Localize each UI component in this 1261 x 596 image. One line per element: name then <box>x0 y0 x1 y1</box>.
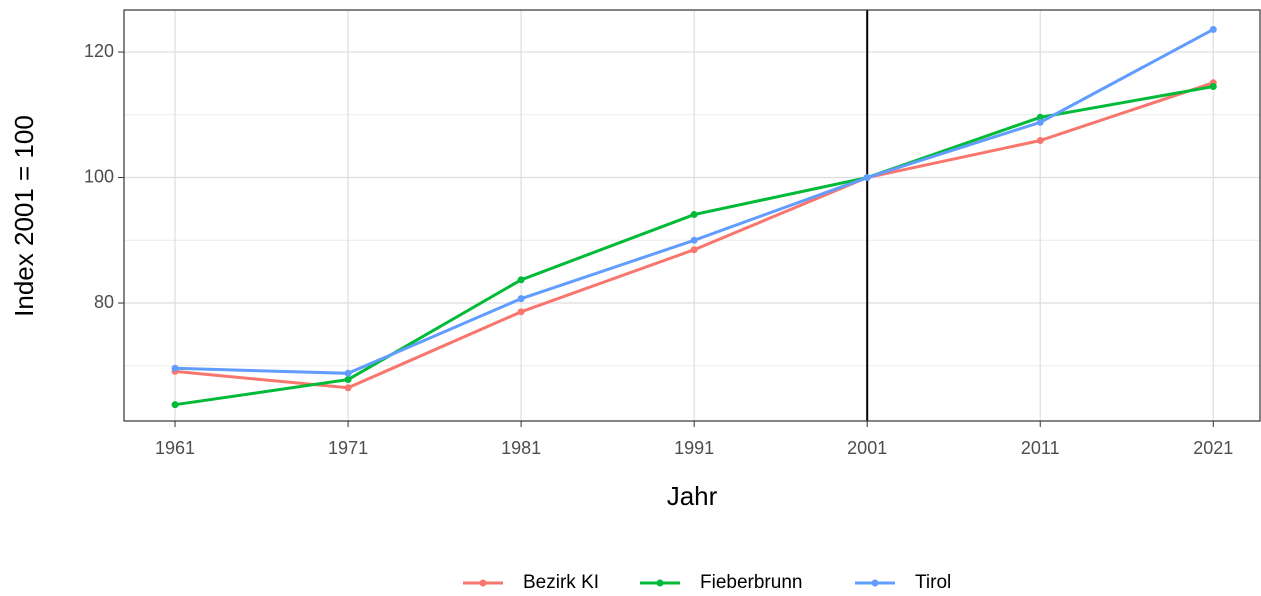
y-tick-label: 80 <box>94 292 114 312</box>
x-tick-label: 2021 <box>1193 438 1233 458</box>
x-tick-label: 2001 <box>847 438 887 458</box>
data-point <box>517 295 525 303</box>
data-point <box>517 276 525 284</box>
data-point <box>1036 113 1044 121</box>
data-point <box>344 384 352 392</box>
legend-label: Fieberbrunn <box>700 572 802 593</box>
legend-point <box>479 579 487 587</box>
data-point <box>690 236 698 244</box>
data-point <box>517 308 525 316</box>
x-axis-title: Jahr <box>667 481 718 511</box>
legend-label: Tirol <box>915 572 951 593</box>
data-point <box>344 376 352 384</box>
data-point <box>863 174 871 182</box>
legend-point <box>656 579 664 587</box>
x-tick-label: 1961 <box>155 438 195 458</box>
data-point <box>171 364 179 372</box>
y-axis-title: Index 2001 = 100 <box>9 115 39 317</box>
y-tick-label: 100 <box>84 166 114 186</box>
x-tick-label: 1971 <box>328 438 368 458</box>
x-tick-label: 1981 <box>501 438 541 458</box>
data-point <box>1209 83 1217 91</box>
data-point <box>1036 137 1044 145</box>
legend-point <box>871 579 879 587</box>
legend-label: Bezirk KI <box>523 572 599 593</box>
data-point <box>344 369 352 377</box>
panel-border <box>123 9 1261 422</box>
x-tick-label: 2011 <box>1021 438 1060 458</box>
data-point <box>1209 25 1217 33</box>
data-point <box>690 246 698 254</box>
x-tick-label: 1991 <box>674 438 714 458</box>
data-point <box>1036 118 1044 126</box>
data-point <box>690 211 698 219</box>
y-tick-label: 120 <box>84 41 114 61</box>
data-point <box>171 401 179 409</box>
